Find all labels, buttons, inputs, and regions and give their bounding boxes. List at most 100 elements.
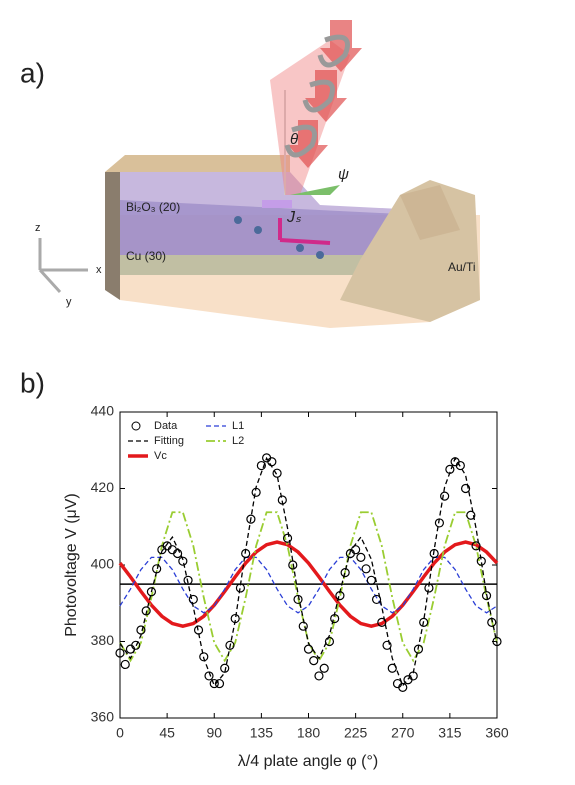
device-diagram — [38, 20, 480, 328]
data-point — [309, 656, 319, 666]
legend-label: Vc — [154, 450, 167, 462]
data-point — [277, 495, 287, 505]
x-tick-label: 180 — [297, 725, 321, 741]
panel-label: b) — [20, 367, 45, 398]
data-point — [398, 682, 408, 693]
data-point — [445, 464, 455, 474]
data-point — [361, 564, 371, 574]
y-tick-label: 380 — [91, 632, 115, 648]
data-point — [471, 541, 481, 551]
data-point — [434, 518, 445, 528]
data-point — [366, 575, 376, 585]
data-point — [220, 663, 230, 673]
data-point — [204, 671, 214, 681]
data-point — [188, 594, 198, 605]
diagram-label: θ — [290, 131, 298, 148]
legend-label: L1 — [232, 420, 244, 432]
data-point — [319, 663, 329, 673]
x-axis-title: λ/4 plate angle φ (°) — [238, 753, 378, 770]
y-tick-label: 400 — [91, 556, 115, 572]
data-point — [146, 587, 157, 597]
data-point — [282, 533, 293, 543]
data-point — [440, 491, 450, 501]
data-point — [466, 510, 476, 520]
data-point — [136, 625, 146, 635]
data-point — [492, 636, 502, 647]
data-point — [419, 617, 429, 627]
y-axis-title: Photovoltage V (μV) — [63, 493, 80, 637]
diagram-label: Cu (30) — [126, 249, 166, 263]
axis-label: y — [66, 296, 72, 308]
data-point — [251, 487, 261, 497]
data-point — [199, 652, 209, 662]
data-point — [371, 594, 382, 605]
series-line — [119, 456, 498, 687]
x-tick-label: 0 — [116, 725, 124, 741]
data-point — [267, 457, 277, 467]
data-point — [246, 514, 256, 524]
data-point — [225, 640, 235, 650]
data-point — [183, 575, 193, 585]
data-point — [293, 594, 303, 605]
data-point — [152, 564, 162, 574]
data-point — [172, 548, 183, 559]
diagram-label: ψ — [338, 166, 349, 183]
data-point — [335, 590, 345, 601]
x-tick-label: 360 — [485, 725, 509, 741]
data-point — [214, 678, 225, 689]
diagram-label: Au/Ti — [448, 260, 476, 274]
data-point — [193, 625, 204, 635]
data-point — [340, 568, 350, 578]
data-point — [424, 583, 434, 593]
data-point — [413, 644, 424, 654]
x-tick-label: 225 — [344, 725, 368, 741]
axis-label: z — [35, 222, 41, 234]
data-point — [272, 468, 282, 478]
data-point — [487, 617, 497, 627]
x-tick-label: 270 — [391, 725, 415, 741]
data-point — [455, 460, 465, 471]
panel-label: a) — [20, 57, 45, 88]
x-tick-label: 135 — [250, 725, 274, 741]
data-point — [115, 648, 125, 658]
data-point — [314, 671, 324, 681]
data-point — [408, 671, 418, 681]
data-point — [131, 640, 141, 650]
data-point — [476, 556, 486, 566]
legend-marker — [131, 421, 141, 431]
diagram-label: Bi₂O₃ (20) — [126, 200, 180, 214]
data-point — [235, 583, 246, 593]
data-point — [481, 590, 492, 601]
y-tick-label: 360 — [91, 709, 115, 725]
y-tick-label: 440 — [91, 403, 115, 419]
diagram-label: Jₛ — [286, 209, 302, 226]
data-point — [178, 556, 188, 566]
data-point — [387, 663, 397, 673]
x-tick-label: 45 — [159, 725, 175, 741]
data-point — [209, 678, 219, 689]
data-point — [230, 613, 240, 624]
x-tick-label: 315 — [438, 725, 462, 741]
data-point — [377, 617, 387, 627]
data-point — [330, 613, 340, 624]
y-tick-label: 420 — [91, 479, 115, 495]
data-point — [298, 621, 308, 631]
data-point — [141, 606, 151, 616]
data-point — [460, 483, 471, 494]
data-point — [120, 659, 130, 670]
data-point — [288, 560, 298, 570]
legend-label: Data — [154, 420, 178, 432]
legend-label: L2 — [232, 435, 244, 447]
axis-label: x — [96, 264, 102, 276]
data-point — [382, 640, 392, 650]
series-line — [118, 540, 499, 629]
data-point — [429, 548, 439, 559]
data-point — [256, 460, 266, 471]
data-point — [241, 548, 251, 559]
data-point — [324, 636, 335, 647]
legend-label: Fitting — [154, 435, 184, 447]
data-point — [356, 552, 366, 562]
series-line — [119, 511, 498, 663]
x-tick-label: 90 — [206, 725, 222, 741]
